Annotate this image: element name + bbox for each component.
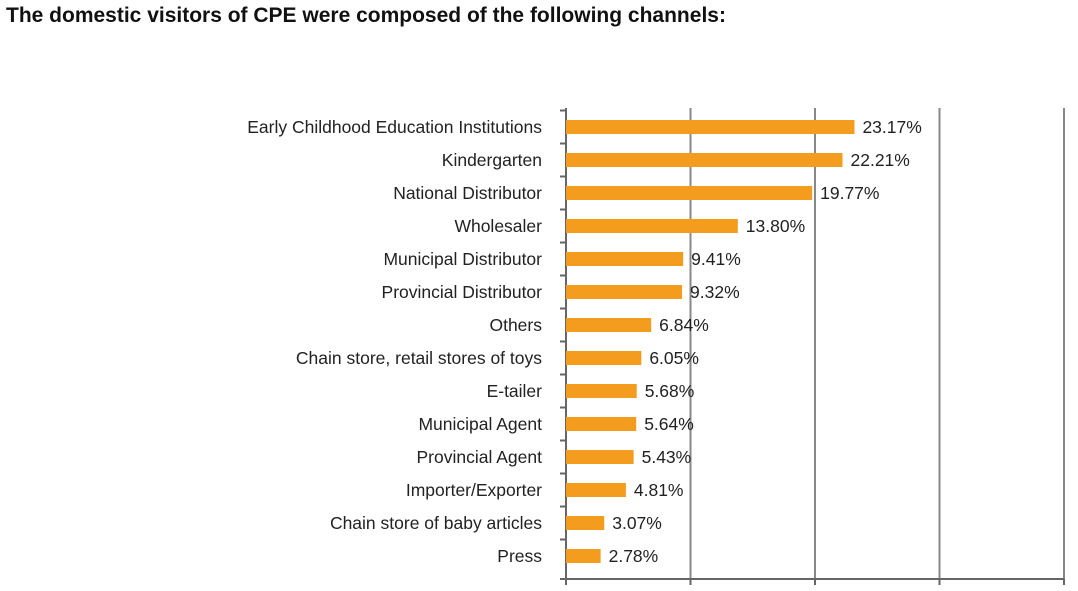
bar: [566, 417, 637, 431]
category-label: Municipal Distributor: [383, 249, 542, 269]
bar: [566, 450, 634, 464]
category-label: Wholesaler: [454, 216, 542, 236]
bar: [566, 120, 855, 134]
data-label: 6.84%: [659, 315, 709, 335]
bar: [566, 219, 738, 233]
bar: [566, 252, 684, 266]
category-label: Municipal Agent: [418, 414, 542, 434]
category-label: Importer/Exporter: [406, 480, 542, 500]
category-label: Kindergarten: [442, 150, 542, 170]
category-label: Chain store of baby articles: [330, 513, 542, 533]
data-label: 2.78%: [609, 546, 659, 566]
data-label: 3.07%: [612, 513, 662, 533]
data-label: 23.17%: [862, 117, 921, 137]
data-label: 6.05%: [649, 348, 699, 368]
data-label: 5.64%: [644, 414, 694, 434]
category-label: E-tailer: [487, 381, 543, 401]
bar: [566, 384, 637, 398]
bar: [566, 483, 626, 497]
bar: [566, 186, 813, 200]
bar: [566, 351, 642, 365]
category-label: National Distributor: [393, 183, 542, 203]
data-label: 19.77%: [820, 183, 879, 203]
chart-title: The domestic visitors of CPE were compos…: [6, 4, 726, 27]
data-label: 9.32%: [690, 282, 740, 302]
data-label: 22.21%: [851, 150, 910, 170]
bar: [566, 516, 605, 530]
bar: [566, 153, 843, 167]
bar: [566, 318, 652, 332]
bar: [566, 549, 601, 563]
category-label: Others: [489, 315, 542, 335]
category-label: Chain store, retail stores of toys: [296, 348, 542, 368]
data-label: 13.80%: [746, 216, 805, 236]
data-label: 5.43%: [642, 447, 692, 467]
category-label: Press: [497, 546, 542, 566]
category-label: Early Childhood Education Institutions: [247, 117, 542, 137]
data-label: 4.81%: [634, 480, 684, 500]
data-label: 9.41%: [691, 249, 741, 269]
category-label: Provincial Distributor: [382, 282, 543, 302]
data-label: 5.68%: [645, 381, 695, 401]
bar: [566, 285, 683, 299]
category-label: Provincial Agent: [417, 447, 543, 467]
